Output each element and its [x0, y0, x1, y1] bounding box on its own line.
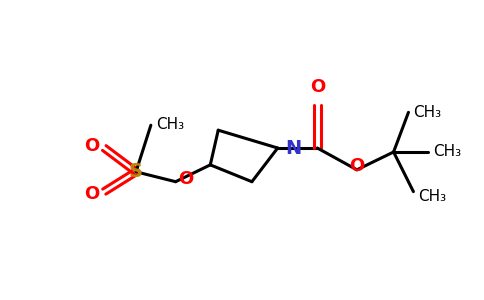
Text: O: O — [310, 77, 325, 95]
Text: N: N — [286, 139, 302, 158]
Text: O: O — [84, 184, 99, 202]
Text: O: O — [84, 137, 99, 155]
Text: S: S — [129, 162, 143, 181]
Text: CH₃: CH₃ — [156, 117, 184, 132]
Text: O: O — [349, 157, 364, 175]
Text: CH₃: CH₃ — [418, 189, 446, 204]
Text: CH₃: CH₃ — [433, 145, 461, 160]
Text: CH₃: CH₃ — [413, 105, 441, 120]
Text: O: O — [179, 169, 194, 188]
